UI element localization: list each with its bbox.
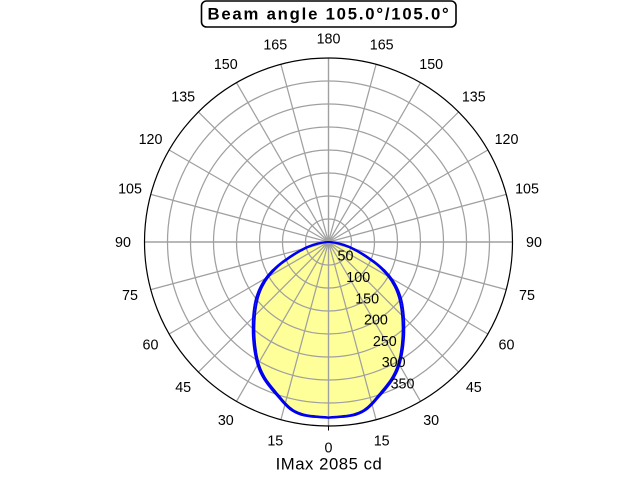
svg-text:165: 165	[263, 37, 287, 53]
svg-text:45: 45	[175, 380, 191, 396]
svg-text:250: 250	[373, 334, 397, 350]
svg-text:50: 50	[338, 249, 354, 265]
svg-text:350: 350	[391, 377, 415, 393]
svg-text:105: 105	[515, 182, 539, 198]
svg-text:75: 75	[519, 288, 535, 304]
svg-text:200: 200	[364, 313, 388, 329]
svg-text:150: 150	[214, 57, 238, 73]
svg-text:15: 15	[374, 433, 390, 449]
svg-text:30: 30	[218, 413, 234, 429]
svg-text:105: 105	[118, 182, 142, 198]
svg-text:150: 150	[419, 57, 443, 73]
svg-text:30: 30	[423, 413, 439, 429]
svg-text:165: 165	[370, 37, 394, 53]
svg-text:150: 150	[355, 291, 379, 307]
svg-text:90: 90	[526, 235, 542, 251]
svg-text:100: 100	[346, 270, 370, 286]
svg-text:300: 300	[382, 355, 406, 371]
svg-text:90: 90	[115, 235, 131, 251]
svg-text:120: 120	[139, 132, 163, 148]
svg-text:180: 180	[317, 31, 341, 47]
svg-text:120: 120	[495, 132, 519, 148]
svg-text:75: 75	[122, 288, 138, 304]
svg-text:Beam angle 105.0°/105.0°: Beam angle 105.0°/105.0°	[207, 5, 450, 24]
svg-text:45: 45	[466, 380, 482, 396]
svg-text:135: 135	[462, 90, 486, 106]
svg-text:135: 135	[171, 90, 195, 106]
svg-text:0: 0	[325, 440, 333, 456]
svg-text:60: 60	[143, 338, 159, 354]
svg-text:60: 60	[499, 338, 515, 354]
svg-text:IMax 2085 cd: IMax 2085 cd	[276, 455, 383, 474]
svg-text:15: 15	[267, 433, 283, 449]
